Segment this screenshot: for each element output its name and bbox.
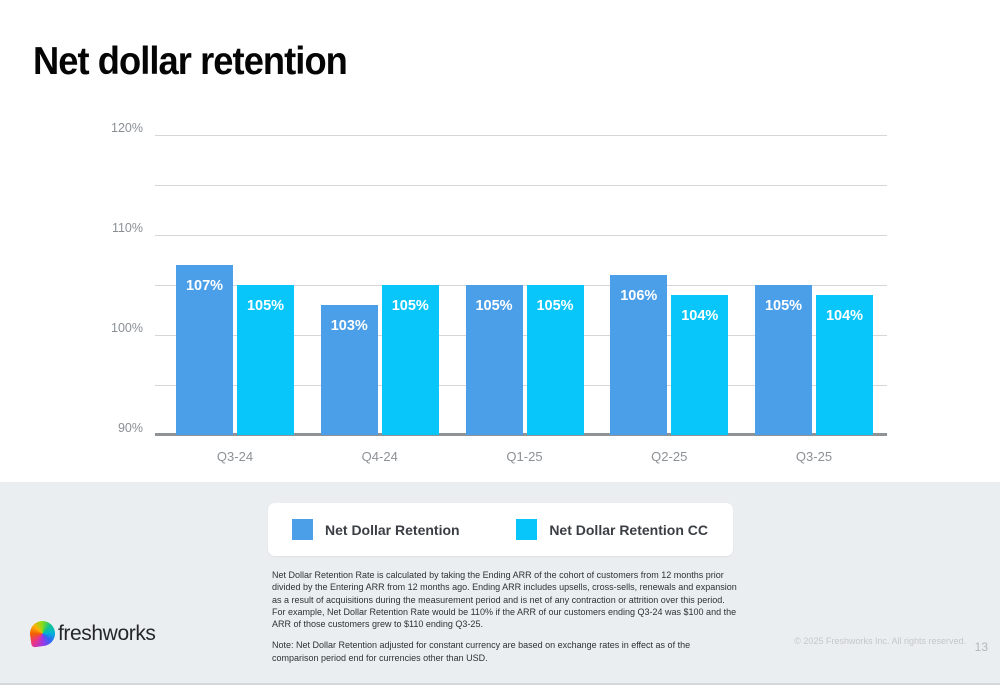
bar-value-label: 105% [475, 298, 513, 314]
x-tick-label: Q1-25 [506, 449, 543, 464]
page-number: 13 [974, 640, 988, 654]
bar-value-label: 104% [825, 308, 864, 324]
bar-net-dollar-retention: 105% [465, 285, 523, 435]
bar-net-dollar-retention: 107% [176, 265, 233, 435]
footnote-note: Note: Net Dollar Retention adjusted for … [272, 640, 691, 663]
bar-net-dollar-retention: 103% [320, 305, 378, 435]
bar-value-label: 105% [764, 298, 803, 314]
legend-swatch [292, 519, 313, 540]
legend-swatch [516, 519, 538, 540]
freshworks-logo-text: freshworks [58, 621, 156, 645]
bar-value-label: 105% [391, 298, 429, 314]
x-tick-label: Q2-25 [651, 449, 688, 464]
bar-net-dollar-retention-cc: 104% [671, 295, 729, 435]
freshworks-logo: freshworks [28, 619, 156, 648]
bar-net-dollar-retention-cc: 105% [381, 285, 439, 435]
footer-panel: Net Dollar Retention Net Dollar Retention… [0, 482, 1000, 685]
bar-group-q1-25: 105% 105% [465, 285, 584, 435]
bar-group-q3-24: 107% 105% [176, 265, 294, 435]
gridline-120 [155, 135, 887, 136]
bar-net-dollar-retention-cc: 104% [816, 295, 873, 435]
bar-value-label: 106% [620, 288, 658, 304]
x-tick-label: Q3-24 [216, 449, 254, 464]
legend-item: Net Dollar Retention CC [516, 519, 708, 540]
bar-value-label: 105% [246, 298, 285, 314]
bar-chart: 120% 110% 100% 90% 107% 105% 103% 105% 105% 105%… [111, 121, 887, 464]
bar-net-dollar-retention: 106% [610, 275, 668, 435]
footnote-definition: Net Dollar Retention Rate is calculated … [272, 570, 737, 630]
plot-area: 107% 105% 103% 105% 105% 105% 106% 104% 105% 104% [155, 135, 887, 436]
chart-legend: Net Dollar Retention Net Dollar Retention… [268, 503, 733, 556]
gridline-110 [155, 235, 887, 236]
bar-value-label: 104% [681, 308, 719, 324]
x-tick-label: Q4-24 [361, 449, 398, 464]
x-tick-label: Q3-25 [795, 449, 833, 464]
y-tick-label: 110% [111, 221, 143, 235]
gridline-115 [155, 185, 887, 186]
bar-group-q3-25: 105% 104% [755, 285, 873, 435]
page-title: Net dollar retention [33, 40, 348, 83]
legend-label: Net Dollar Retention [325, 521, 460, 538]
bar-value-label: 103% [330, 318, 368, 334]
y-tick-label: 100% [111, 321, 143, 335]
legend-label: Net Dollar Retention CC [549, 521, 708, 538]
legend-item: Net Dollar Retention [292, 519, 460, 540]
bar-net-dollar-retention: 105% [755, 285, 812, 435]
x-axis-labels: Q3-24 Q4-24 Q1-25 Q2-25 Q3-25 [155, 449, 887, 464]
y-tick-label: 120% [111, 121, 143, 135]
footnotes: Net Dollar Retention Rate is calculated … [272, 569, 738, 664]
bar-group-q4-24: 103% 105% [320, 285, 439, 435]
copyright-text: © 2025 Freshworks Inc. All rights reserv… [794, 636, 966, 646]
bar-net-dollar-retention-cc: 105% [526, 285, 584, 435]
bar-value-label: 107% [185, 278, 224, 294]
bars-row: 107% 105% 103% 105% 105% 105% 106% 104% 105% 104% [155, 135, 887, 435]
bar-net-dollar-retention-cc: 105% [237, 285, 294, 435]
y-tick-label: 90% [117, 421, 143, 435]
bar-group-q2-25: 106% 104% [610, 275, 729, 435]
freshworks-logo-icon [28, 619, 57, 648]
bar-value-label: 105% [536, 298, 574, 314]
